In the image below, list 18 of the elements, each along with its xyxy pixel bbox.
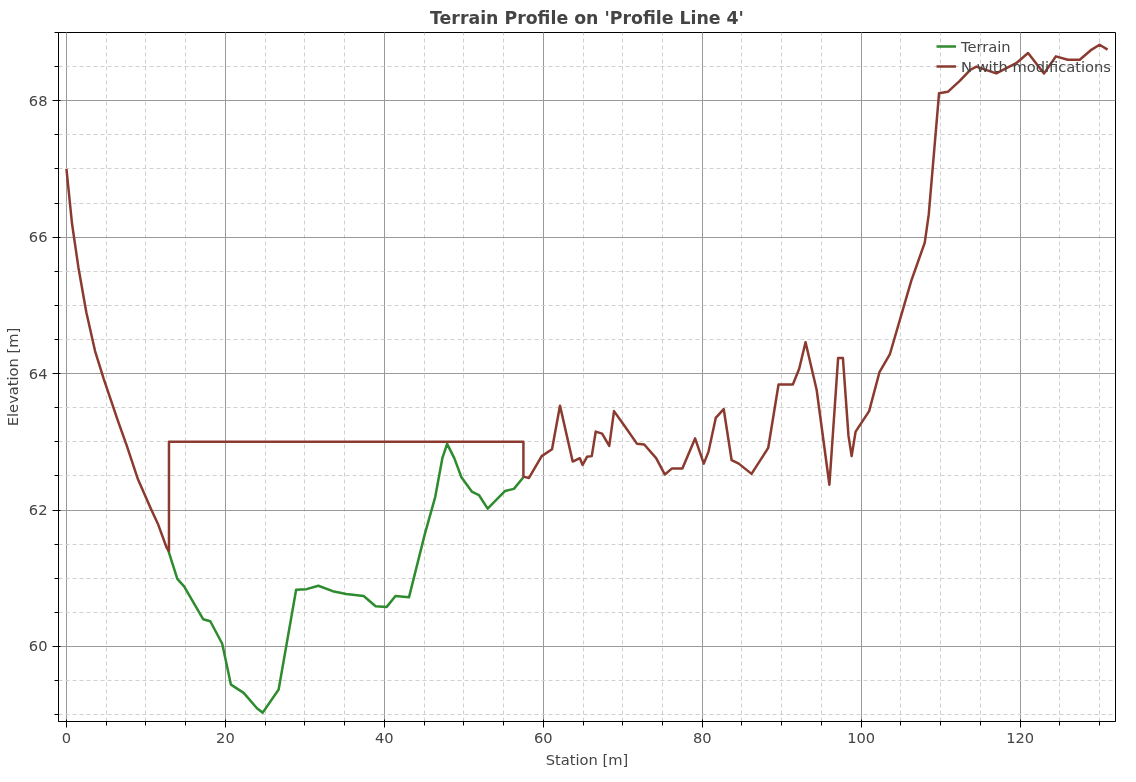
x-tick-label: 0	[61, 728, 72, 746]
y-tick-label: 68	[28, 91, 48, 109]
x-tick-label: 120	[1006, 728, 1035, 746]
y-tick-label: 60	[28, 637, 48, 655]
y-tick-label: 64	[28, 364, 48, 382]
x-tick-label: 80	[692, 728, 712, 746]
x-tick-label: 20	[216, 728, 235, 746]
y-tick-label: 62	[28, 501, 48, 519]
x-tick-label: 40	[375, 728, 394, 746]
x-tick-label: 60	[533, 728, 553, 746]
legend-label: Terrain	[961, 37, 1011, 55]
x-tick-label: 100	[847, 728, 876, 746]
y-axis-title: Elevation [m]	[3, 327, 21, 427]
y-tick-label: 66	[28, 228, 48, 246]
x-axis-title: Station [m]	[545, 750, 629, 768]
chart-title: Terrain Profile on 'Profile Line 4'	[430, 7, 744, 28]
line-series	[166, 442, 525, 714]
line-series	[65, 43, 1109, 553]
